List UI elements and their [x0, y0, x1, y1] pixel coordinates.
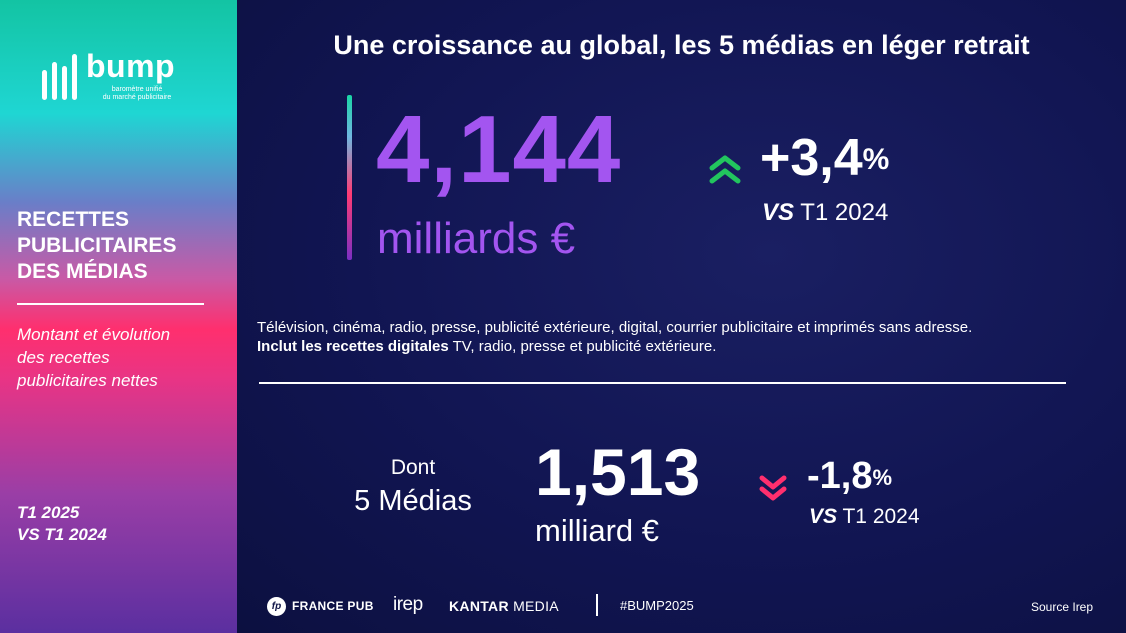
page-title: Une croissance au global, les 5 médias e… — [333, 30, 1030, 60]
logo-subtitle-line: du marché publicitaire — [102, 94, 172, 101]
footer-separator — [596, 594, 598, 616]
sidebar-desc-line: des recettes — [17, 348, 110, 367]
kantar-rest: MEDIA — [508, 598, 559, 614]
irep-logo: irep — [393, 594, 423, 615]
digital-note-bold: Inclut les recettes digitales — [257, 338, 449, 355]
bump-bars-icon — [42, 54, 77, 100]
five-medias-label: 5 Médias — [354, 485, 472, 517]
logo-subtitle: baromètre unifié du marché publicitaire — [92, 86, 182, 102]
sidebar-period: T1 2025 VS T1 2024 — [17, 502, 217, 546]
vs-label: VS — [809, 505, 838, 528]
double-chevron-up-icon — [709, 155, 741, 184]
five-medias-change-value: -1,8 — [807, 455, 873, 497]
media-description: Télévision, cinéma, radio, presse, publi… — [257, 319, 973, 336]
five-medias-change: -1,8% — [807, 454, 892, 498]
france-pub-logo: fp FRANCE PUB — [267, 596, 374, 616]
kantar-media-logo: KANTAR MEDIA — [449, 597, 559, 615]
sidebar-desc-line: publicitaires nettes — [17, 371, 158, 390]
total-change-value: +3,4 — [760, 129, 863, 187]
digital-note: Inclut les recettes digitales TV, radio,… — [257, 337, 716, 356]
sidebar-description: Montant et évolution des recettes public… — [17, 323, 217, 392]
bump-logo: bump baromètre unifié du marché publicit… — [42, 48, 192, 104]
sidebar-title: RECETTES PUBLICITAIRES DES MÉDIAS — [17, 207, 227, 285]
sidebar-desc-line: Montant et évolution — [17, 325, 171, 344]
logo-subtitle-line: baromètre unifié — [111, 86, 163, 93]
sidebar-period-line: T1 2025 — [17, 503, 80, 522]
vs-label: VS — [762, 199, 795, 226]
digital-note-rest: TV, radio, presse et publicité extérieur… — [448, 338, 717, 355]
five-medias-prefix: Dont — [390, 456, 436, 479]
five-medias-comparison: VS T1 2024 — [809, 504, 920, 530]
sidebar-title-line: PUBLICITAIRES — [17, 234, 177, 257]
vs-period: T1 2024 — [842, 505, 920, 528]
five-medias-change-symbol: % — [872, 465, 893, 490]
sidebar: bump baromètre unifié du marché publicit… — [0, 0, 237, 633]
france-pub-mark-icon: fp — [267, 596, 286, 616]
five-medias-value: 1,513 — [535, 435, 701, 509]
kantar-bold: KANTAR — [449, 598, 509, 614]
sidebar-divider — [17, 303, 204, 305]
total-comparison: VS T1 2024 — [762, 198, 888, 228]
main-panel: Une croissance au global, les 5 médias e… — [237, 0, 1126, 633]
accent-bar — [347, 95, 352, 260]
sidebar-title-line: DES MÉDIAS — [17, 260, 148, 283]
section-divider — [259, 382, 1066, 384]
hashtag: #BUMP2025 — [620, 598, 694, 613]
vs-period: T1 2024 — [800, 199, 889, 226]
france-pub-text: FRANCE PUB — [292, 599, 374, 613]
total-change: +3,4% — [760, 128, 889, 188]
sidebar-title-line: RECETTES — [17, 208, 130, 231]
logo-word: bump — [86, 48, 176, 84]
source-note: Source Irep — [1031, 600, 1094, 614]
total-unit: milliards € — [377, 214, 576, 263]
total-change-symbol: % — [862, 143, 890, 176]
five-medias-unit: milliard € — [535, 513, 660, 548]
double-chevron-down-icon — [759, 475, 787, 501]
total-value: 4,144 — [376, 96, 622, 203]
sidebar-period-line: VS T1 2024 — [17, 525, 107, 544]
